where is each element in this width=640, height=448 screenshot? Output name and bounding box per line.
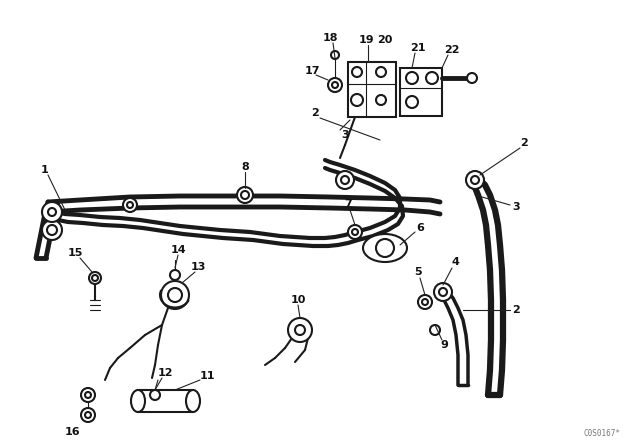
Circle shape	[439, 288, 447, 296]
Text: 19: 19	[358, 35, 374, 45]
Circle shape	[42, 202, 62, 222]
Circle shape	[241, 191, 249, 199]
Text: 9: 9	[440, 340, 448, 350]
Text: 2: 2	[311, 108, 319, 118]
Circle shape	[48, 208, 56, 216]
Circle shape	[351, 94, 363, 106]
Circle shape	[406, 72, 418, 84]
Ellipse shape	[363, 234, 407, 262]
Circle shape	[467, 73, 477, 83]
Ellipse shape	[131, 390, 145, 412]
Text: 21: 21	[410, 43, 426, 53]
Text: 2: 2	[520, 138, 528, 148]
Circle shape	[127, 202, 133, 208]
FancyBboxPatch shape	[400, 68, 442, 116]
Circle shape	[123, 198, 137, 212]
Circle shape	[168, 288, 182, 302]
Circle shape	[376, 67, 386, 77]
Circle shape	[89, 272, 101, 284]
Circle shape	[85, 392, 91, 398]
Text: 10: 10	[291, 295, 306, 305]
Circle shape	[430, 325, 440, 335]
Circle shape	[336, 171, 354, 189]
Text: 16: 16	[64, 427, 80, 437]
Circle shape	[81, 408, 95, 422]
Text: C0S0167*: C0S0167*	[583, 429, 620, 438]
Text: 22: 22	[444, 45, 460, 55]
Circle shape	[352, 229, 358, 235]
Text: 2: 2	[512, 305, 520, 315]
Circle shape	[92, 275, 98, 281]
Circle shape	[85, 412, 91, 418]
Circle shape	[422, 299, 428, 305]
Circle shape	[288, 318, 312, 342]
Text: 3: 3	[341, 130, 349, 140]
Circle shape	[332, 82, 338, 88]
Circle shape	[331, 51, 339, 59]
Text: 18: 18	[323, 33, 338, 43]
Text: 1: 1	[41, 165, 49, 175]
Text: 11: 11	[199, 371, 215, 381]
Text: 13: 13	[190, 262, 205, 272]
Circle shape	[161, 281, 189, 309]
Text: 4: 4	[451, 257, 459, 267]
Circle shape	[466, 171, 484, 189]
Circle shape	[434, 283, 452, 301]
Circle shape	[352, 67, 362, 77]
Text: 5: 5	[414, 267, 422, 277]
Text: 17: 17	[304, 66, 320, 76]
Ellipse shape	[186, 390, 200, 412]
Circle shape	[170, 270, 180, 280]
Circle shape	[406, 96, 418, 108]
Circle shape	[237, 187, 253, 203]
Circle shape	[47, 225, 57, 235]
Circle shape	[376, 239, 394, 257]
Circle shape	[341, 176, 349, 184]
Text: 8: 8	[241, 162, 249, 172]
Circle shape	[42, 220, 62, 240]
Circle shape	[150, 390, 160, 400]
Text: 12: 12	[157, 368, 173, 378]
Circle shape	[81, 388, 95, 402]
Text: 14: 14	[170, 245, 186, 255]
Text: 15: 15	[67, 248, 83, 258]
Circle shape	[376, 95, 386, 105]
Circle shape	[471, 176, 479, 184]
Text: 7: 7	[344, 199, 352, 209]
Circle shape	[328, 78, 342, 92]
Text: 3: 3	[512, 202, 520, 212]
Circle shape	[426, 72, 438, 84]
Circle shape	[418, 295, 432, 309]
Text: 6: 6	[416, 223, 424, 233]
Text: 20: 20	[378, 35, 393, 45]
FancyBboxPatch shape	[348, 62, 396, 117]
Circle shape	[295, 325, 305, 335]
Circle shape	[348, 225, 362, 239]
